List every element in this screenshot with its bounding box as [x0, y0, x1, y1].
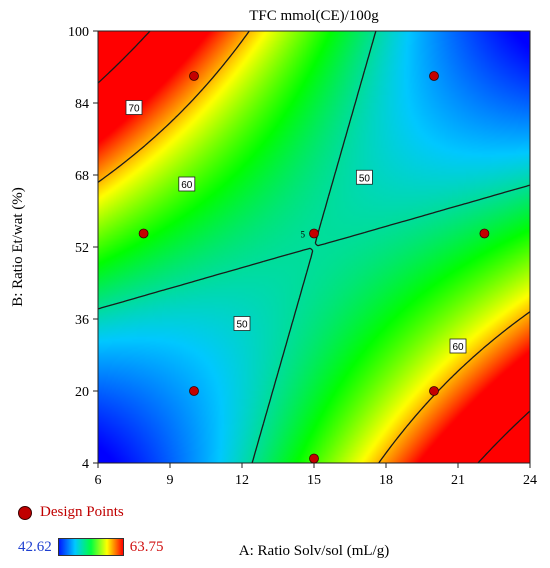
design-point — [309, 453, 319, 464]
y-axis-label: B: Ratio Et/wat (%) — [10, 187, 26, 307]
center-point-count: 5 — [301, 230, 306, 240]
y-tick-label: 4 — [82, 457, 89, 472]
contour-label-text: 60 — [452, 342, 464, 353]
x-axis-label: A: Ratio Solv/sol (mL/g) — [239, 543, 389, 559]
design-point — [138, 228, 149, 239]
contour-label-box — [233, 316, 251, 331]
contour-line-50 — [98, 31, 530, 463]
design-point — [189, 386, 199, 396]
design-point — [189, 71, 199, 81]
contour-labels: 70 60 50 50 60 — [125, 100, 467, 354]
contour-label: 60 — [449, 338, 467, 354]
y-tick-label: 52 — [75, 241, 89, 256]
color-range-high: 63.75 — [129, 538, 164, 555]
color-range-low: 42.62 — [18, 538, 52, 555]
contour-label: 70 — [125, 100, 143, 115]
contour-label-box — [125, 100, 143, 115]
x-tick-label: 9 — [167, 473, 174, 488]
chart-title: TFC mmol(CE)/100g — [249, 8, 379, 24]
design-point — [479, 228, 490, 239]
contour-label: 60 — [178, 176, 196, 192]
design-point — [309, 228, 319, 239]
design-point-marker — [18, 505, 32, 520]
contour-label-box — [355, 169, 373, 185]
x-tick-label: 6 — [95, 473, 102, 488]
response-surface-heatmap — [98, 31, 530, 463]
y-tick-label: 68 — [75, 169, 89, 184]
contour-label: 50 — [233, 316, 251, 331]
color-range: 42.62 63.75 — [18, 538, 164, 556]
legend: Design Points — [18, 504, 124, 521]
contour-label-text: 50 — [236, 320, 248, 331]
contour-label-text: 70 — [128, 104, 140, 115]
y-tick-label: 84 — [75, 97, 89, 112]
y-tick-label: 100 — [68, 25, 89, 40]
y-tick-label: 36 — [75, 313, 89, 328]
y-axis: 4 20 36 52 68 84 100 — [68, 25, 98, 472]
x-tick-label: 12 — [235, 473, 249, 488]
x-tick-label: 18 — [379, 473, 393, 488]
x-tick-label: 21 — [451, 473, 465, 488]
design-point — [429, 71, 439, 81]
y-tick-label: 20 — [75, 385, 89, 400]
x-tick-label: 15 — [307, 473, 321, 488]
color-scale-bar — [57, 538, 124, 556]
x-axis: 6 9 12 15 18 21 24 — [95, 463, 537, 488]
x-tick-label: 24 — [523, 473, 537, 488]
contour-label-box — [178, 176, 196, 192]
contour-label-box — [449, 338, 467, 354]
contour-label-text: 60 — [181, 180, 193, 191]
contour-label-text: 50 — [359, 173, 371, 184]
design-points: 5 — [138, 71, 490, 464]
contour-label: 50 — [355, 169, 373, 185]
contour-line-70 — [98, 31, 530, 463]
legend-label: Design Points — [40, 504, 124, 520]
design-point — [429, 386, 439, 396]
